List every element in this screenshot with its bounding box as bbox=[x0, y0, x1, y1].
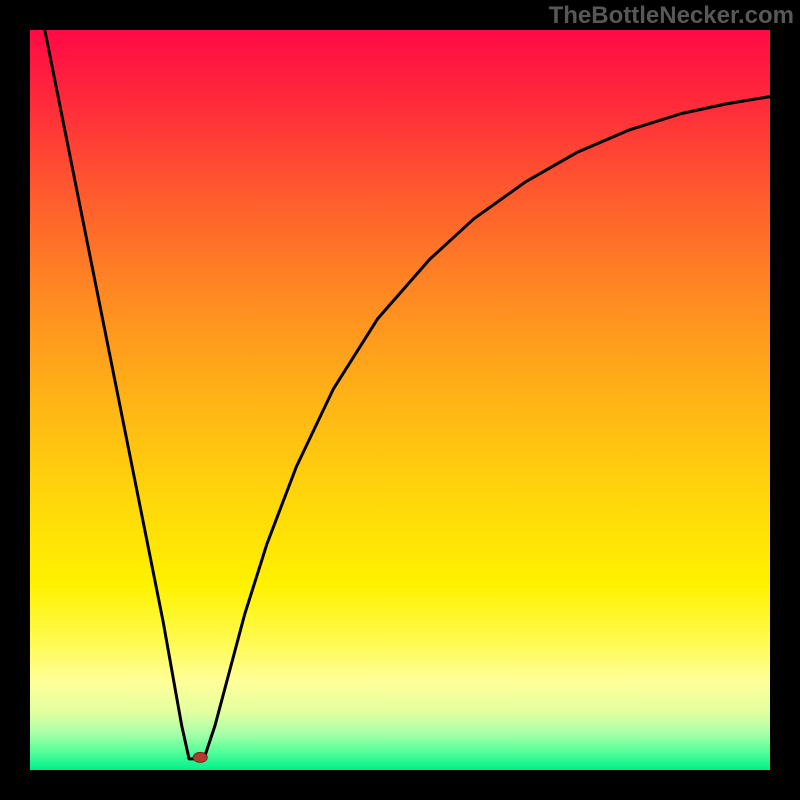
gradient-plot-area bbox=[30, 30, 770, 770]
optimal-point-marker bbox=[193, 752, 207, 762]
chart-root: TheBottleNecker.com bbox=[0, 0, 800, 800]
bottleneck-chart bbox=[0, 0, 800, 800]
